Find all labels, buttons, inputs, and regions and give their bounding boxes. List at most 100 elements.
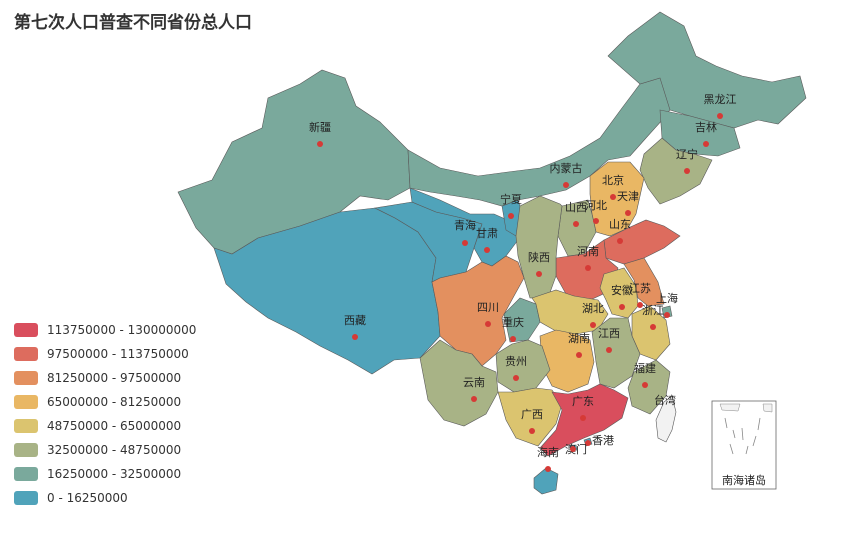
province-25[interactable] [627, 359, 671, 415]
province-26[interactable] [495, 339, 551, 393]
province-13[interactable] [603, 219, 681, 265]
province-label: 河北 [585, 199, 607, 212]
province-marker [642, 382, 648, 388]
province-label: 天津 [617, 190, 639, 203]
province-label: 海南 [537, 445, 559, 459]
province-marker [580, 415, 586, 421]
province-marker [585, 440, 591, 446]
province-label: 西藏 [344, 314, 366, 327]
legend-item[interactable]: 97500000 - 113750000 [14, 342, 196, 366]
province-marker [619, 304, 625, 310]
province-marker [352, 334, 358, 340]
province-label: 吉林 [695, 120, 717, 134]
province-marker [606, 347, 612, 353]
province-33[interactable] [655, 395, 677, 443]
province-marker [637, 302, 643, 308]
province-marker [664, 312, 670, 318]
province-marker [593, 218, 599, 224]
inset-label: 南海诸岛 [722, 473, 766, 487]
province-12[interactable] [557, 199, 597, 257]
province-5[interactable] [407, 77, 681, 207]
province-marker [529, 428, 535, 434]
province-label: 安徽 [611, 283, 633, 297]
province-6[interactable] [607, 11, 807, 129]
legend-label: 81250000 - 97500000 [47, 371, 182, 385]
province-label: 重庆 [502, 315, 524, 329]
legend-swatch [14, 371, 38, 385]
legend-swatch [14, 491, 38, 505]
legend-swatch [14, 395, 38, 409]
province-label: 广西 [521, 408, 543, 421]
province-30[interactable] [533, 467, 559, 495]
province-marker [510, 336, 516, 342]
legend-item[interactable]: 32500000 - 48750000 [14, 438, 196, 462]
province-label: 香港 [592, 434, 614, 447]
legend-item[interactable]: 48750000 - 65000000 [14, 414, 196, 438]
province-marker [317, 141, 323, 147]
legend-label: 97500000 - 113750000 [47, 347, 189, 361]
province-marker [570, 446, 576, 452]
province-marker [485, 321, 491, 327]
province-label: 云南 [463, 376, 485, 389]
province-label: 甘肃 [476, 227, 498, 240]
legend-label: 32500000 - 48750000 [47, 443, 182, 457]
province-marker [703, 141, 709, 147]
province-label: 河南 [577, 245, 599, 258]
province-label: 广东 [572, 395, 594, 408]
province-8[interactable] [639, 137, 713, 205]
province-label: 黑龙江 [704, 93, 737, 106]
legend-swatch [14, 323, 38, 337]
province-marker [573, 221, 579, 227]
province-marker [610, 194, 616, 200]
province-11[interactable] [589, 161, 645, 237]
chart-title: 第七次人口普查不同省份总人口 [14, 13, 252, 33]
province-marker [536, 271, 542, 277]
province-marker [484, 247, 490, 253]
province-marker [563, 182, 569, 188]
legend-label: 48750000 - 65000000 [47, 419, 182, 433]
south-china-sea-inset: 南海诸岛 [711, 400, 777, 490]
province-marker [717, 113, 723, 119]
province-label: 浙江 [642, 304, 664, 317]
province-label: 江西 [598, 327, 620, 340]
province-28[interactable] [497, 387, 563, 447]
province-23[interactable] [539, 329, 595, 393]
province-label: 内蒙古 [550, 161, 583, 175]
legend-item[interactable]: 113750000 - 130000000 [14, 318, 196, 342]
legend-item[interactable]: 0 - 16250000 [14, 486, 196, 510]
legend-label: 16250000 - 32500000 [47, 467, 182, 481]
legend: 113750000 - 130000000 97500000 - 11375000… [14, 318, 196, 510]
province-label: 四川 [477, 301, 499, 314]
legend-label: 65000000 - 81250000 [47, 395, 182, 409]
legend-item[interactable]: 65000000 - 81250000 [14, 390, 196, 414]
province-15[interactable] [515, 195, 563, 299]
province-label: 辽宁 [676, 147, 698, 161]
legend-swatch [14, 419, 38, 433]
province-label: 贵州 [505, 355, 527, 368]
province-label: 山东 [609, 218, 631, 231]
province-label: 北京 [602, 173, 624, 187]
province-marker [617, 238, 623, 244]
legend-label: 0 - 16250000 [47, 491, 128, 505]
legend-item[interactable]: 16250000 - 32500000 [14, 462, 196, 486]
province-16[interactable] [431, 255, 525, 367]
province-marker [590, 322, 596, 328]
legend-item[interactable]: 81250000 - 97500000 [14, 366, 196, 390]
province-marker [576, 352, 582, 358]
province-label: 陕西 [528, 250, 550, 264]
province-label: 江苏 [629, 282, 651, 295]
province-label: 上海 [656, 291, 678, 305]
province-label: 湖南 [568, 332, 590, 345]
province-marker [545, 466, 551, 472]
province-27[interactable] [419, 339, 499, 427]
province-24[interactable] [591, 317, 641, 389]
province-marker [513, 375, 519, 381]
province-label: 新疆 [309, 120, 331, 134]
province-label: 湖北 [582, 302, 604, 315]
legend-swatch [14, 467, 38, 481]
province-label: 福建 [634, 361, 656, 375]
province-20[interactable] [623, 257, 665, 307]
province-marker [650, 324, 656, 330]
legend-swatch [14, 347, 38, 361]
